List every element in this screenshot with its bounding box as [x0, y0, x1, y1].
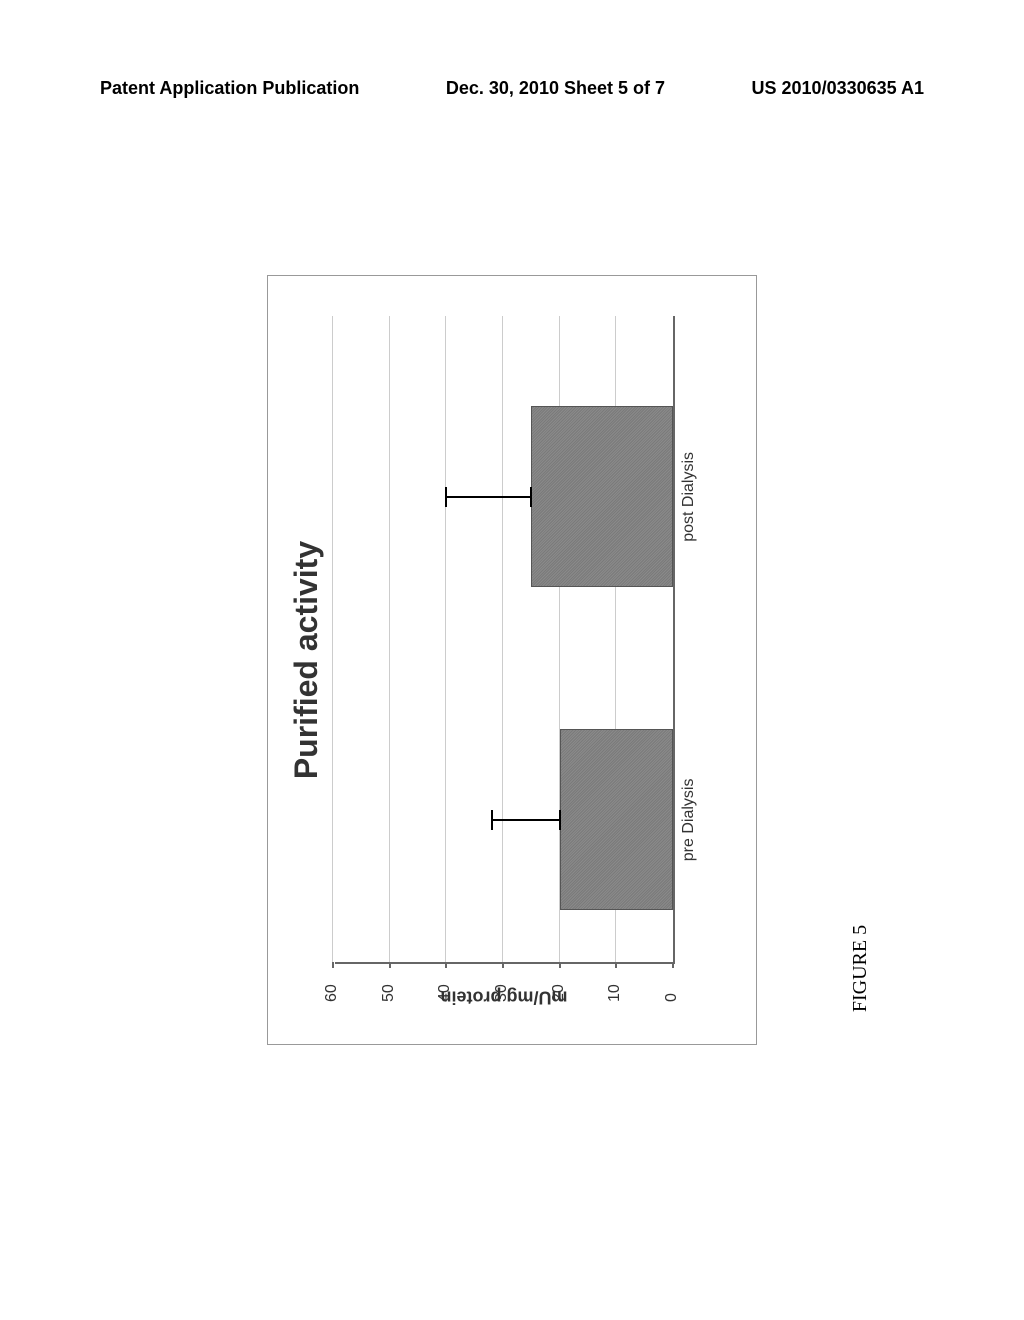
bar [560, 729, 673, 910]
x-axis-label: post Dialysis [680, 452, 698, 542]
y-tick-mark [502, 962, 504, 968]
error-cap-bottom [559, 810, 561, 830]
error-bar [492, 819, 560, 821]
gridline [502, 316, 503, 962]
y-tick-mark [615, 962, 617, 968]
y-tick-mark [389, 962, 391, 968]
y-tick-mark [332, 962, 334, 968]
header-center: Dec. 30, 2010 Sheet 5 of 7 [446, 78, 665, 99]
y-tick-mark [672, 962, 674, 968]
gridline [332, 316, 333, 962]
bar [531, 406, 673, 587]
gridline [389, 316, 390, 962]
y-tick-label: 60 [323, 984, 341, 1002]
y-tick-mark [559, 962, 561, 968]
header-left: Patent Application Publication [100, 78, 359, 99]
y-tick-label: 0 [663, 993, 681, 1002]
figure-label: FIGURE 5 [849, 925, 872, 1012]
y-tick-label: 20 [550, 984, 568, 1002]
error-bar [446, 496, 531, 498]
y-tick-label: 30 [493, 984, 511, 1002]
page-header: Patent Application Publication Dec. 30, … [0, 78, 1024, 99]
x-axis-label: pre Dialysis [680, 779, 698, 862]
plot-area: mU/mg protein 0102030405060pre Dialysisp… [335, 316, 675, 964]
y-tick-label: 50 [380, 984, 398, 1002]
error-cap-top [491, 810, 493, 830]
error-cap-bottom [530, 487, 532, 507]
y-tick-label: 10 [606, 984, 624, 1002]
error-cap-top [445, 487, 447, 507]
gridline [445, 316, 446, 962]
chart-frame: Purified activity mU/mg protein 01020304… [267, 275, 757, 1045]
chart-container: Purified activity mU/mg protein 01020304… [267, 275, 757, 1045]
chart-title: Purified activity [288, 296, 325, 1024]
y-tick-label: 40 [436, 984, 454, 1002]
y-tick-mark [445, 962, 447, 968]
header-right: US 2010/0330635 A1 [752, 78, 924, 99]
